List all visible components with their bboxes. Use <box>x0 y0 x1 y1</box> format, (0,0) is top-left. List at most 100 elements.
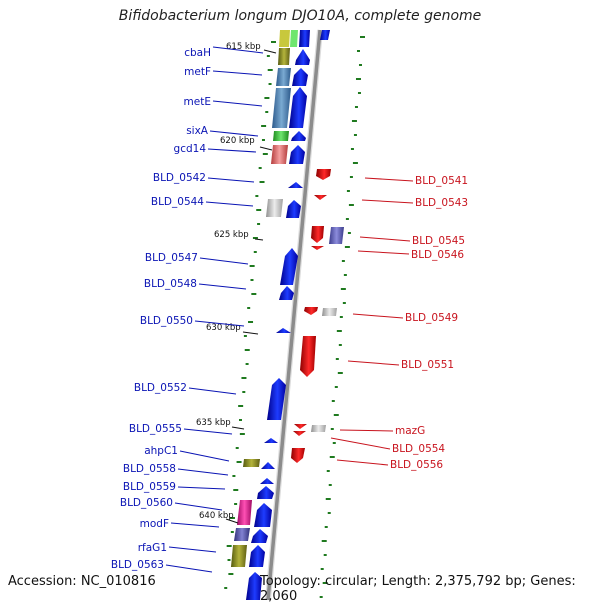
scale-tick-label: 640 kbp <box>199 511 234 521</box>
scale-tick-label: 630 kbp <box>206 323 241 333</box>
reverse-gene-label-bld_0554[interactable]: BLD_0554 <box>392 443 445 455</box>
scale-ticks: 615 kbp 620 kbp 625 kbp 630 kbp 635 kbp 640 k… <box>196 42 277 524</box>
reverse-gene-label-bld_0545[interactable]: BLD_0545 <box>412 235 465 247</box>
forward-gene-label-bld_0559[interactable]: BLD_0559 <box>123 481 176 493</box>
forward-gene-label-bld_0547[interactable]: BLD_0547 <box>145 252 198 264</box>
gc-content-dash <box>230 531 234 533</box>
reverse-gene-label-bld_0546[interactable]: BLD_0546 <box>411 249 464 261</box>
forward-gene-label-bld_0544[interactable]: BLD_0544 <box>151 196 204 208</box>
gc-content-dash <box>253 251 257 253</box>
gc-content-dash <box>348 204 354 206</box>
reverse-gene-label-mazg[interactable]: mazG <box>395 425 425 437</box>
gc-content-dash <box>259 181 265 183</box>
reverse-gene-leader-line <box>336 459 389 466</box>
forward-gene-label-bld_0555[interactable]: BLD_0555 <box>129 423 182 435</box>
gc-content-dash <box>255 195 259 197</box>
gc-content-dash <box>252 237 258 239</box>
forward-gene-leader-line <box>212 70 263 76</box>
forward-gene-label-bld_0558[interactable]: BLD_0558 <box>123 463 176 475</box>
reverse-gene-leader-line <box>364 177 414 182</box>
forward-gene-leader-line <box>168 546 217 553</box>
gc-content-dash <box>248 321 254 323</box>
scale-tick-mark <box>225 518 239 524</box>
forward-gene-label-gcd14[interactable]: gcd14 <box>174 143 207 155</box>
gc-content-dash <box>268 83 272 85</box>
reverse-gene-label-bld_0551[interactable]: BLD_0551 <box>401 359 454 371</box>
reverse-gene-label-bld_0549[interactable]: BLD_0549 <box>405 312 458 324</box>
reverse-gene-label-bld_0541[interactable]: BLD_0541 <box>415 175 468 187</box>
scale-tick-label: 635 kbp <box>196 418 231 428</box>
gc-content-dash <box>242 391 246 393</box>
forward-gene-leader-line <box>179 450 230 462</box>
gc-content-dash <box>232 475 236 477</box>
forward-gene-leader-line <box>183 428 233 435</box>
forward-gene-label-metf[interactable]: metF <box>184 66 211 78</box>
map-title: Bifidobacterium longum DJO10A, complete … <box>118 8 482 24</box>
forward-gene-label-bld_0563[interactable]: BLD_0563 <box>111 559 164 571</box>
scale-tick-mark <box>263 49 277 54</box>
reverse-gene-label-bld_0543[interactable]: BLD_0543 <box>415 197 468 209</box>
gc-content-dash <box>243 335 247 337</box>
gc-content-dash <box>241 377 247 379</box>
gc-content-dash <box>337 372 343 374</box>
forward-gene-leader-line <box>207 148 257 153</box>
forward-gene-label-rfag1[interactable]: rfaG1 <box>138 542 167 554</box>
forward-gene-label-sixa[interactable]: sixA <box>186 125 209 137</box>
gc-content-dash <box>340 288 346 290</box>
reverse-genes <box>291 169 344 463</box>
forward-gene-leader-line <box>209 130 259 137</box>
forward-gene-leader-line <box>170 522 220 528</box>
gc-content-dash <box>247 307 251 309</box>
forward-genes <box>231 48 310 600</box>
gc-content-dash <box>249 265 255 267</box>
reverse-gene-label-bld_0556[interactable]: BLD_0556 <box>390 459 443 471</box>
gc-content-dash <box>320 568 324 570</box>
forward-gene-label-bld_0550[interactable]: BLD_0550 <box>140 315 193 327</box>
gc-content-dash <box>336 330 342 332</box>
forward-gene-label-mete[interactable]: metE <box>184 96 211 108</box>
gc-content-dash <box>335 358 339 360</box>
reverse-gene-leader-line <box>352 313 404 319</box>
forward-gene-leader-line <box>205 201 254 207</box>
forward-gene-leader-line <box>199 257 249 265</box>
gc-content-dash <box>244 349 250 351</box>
forward-gene-label-bld_0552[interactable]: BLD_0552 <box>134 382 187 394</box>
forward-gene-leader-line <box>194 320 245 327</box>
gc-content-dash <box>347 232 351 234</box>
forward-gene-leader-line <box>212 46 264 54</box>
gc-content-dash <box>229 517 235 519</box>
forward-gene-label-bld_0542[interactable]: BLD_0542 <box>153 172 206 184</box>
gc-content-dash <box>239 419 243 421</box>
reverse-gene-leader-line <box>357 250 410 255</box>
forward-gene-label-bld_0560[interactable]: BLD_0560 <box>120 497 173 509</box>
gc-content-dash <box>264 97 270 99</box>
forward-gene-label-ahpc1[interactable]: ahpC1 <box>144 445 178 457</box>
gc-content-dash <box>324 526 328 528</box>
gc-content-dash <box>342 302 346 304</box>
gc-content-dash <box>234 503 238 505</box>
forward-gene-label-bld_0548[interactable]: BLD_0548 <box>144 278 197 290</box>
forward-gene-leader-line <box>177 486 226 490</box>
gc-content-dash <box>261 125 267 127</box>
forward-gene-labels: cbaH metF metE sixA gcd14 BLD_0542 BLD_0544 BLD… <box>111 46 264 573</box>
forward-gene-label-cbah[interactable]: cbaH <box>184 47 211 59</box>
scale-tick-label: 615 kbp <box>226 42 261 52</box>
gc-content-dash <box>334 386 338 388</box>
gc-content-dash <box>322 582 328 584</box>
forward-gene-leader-line <box>212 100 263 107</box>
forward-gene-label-modf[interactable]: modF <box>140 518 169 530</box>
gc-content-dash <box>261 139 265 141</box>
gc-content-dash <box>341 260 345 262</box>
gc-content-dash <box>358 64 362 66</box>
top-partial-genes <box>279 30 330 47</box>
scale-tick-mark <box>254 238 264 241</box>
gc-content-dash <box>350 148 354 150</box>
gc-content-dash <box>356 50 360 52</box>
gc-content-dash <box>354 106 358 108</box>
gc-content-dash <box>326 470 330 472</box>
gc-content-dash <box>338 344 342 346</box>
gc-content-dash <box>228 573 234 575</box>
gc-content-dash <box>349 176 353 178</box>
gc-content-dash <box>339 316 343 318</box>
gc-content-dash <box>266 55 270 57</box>
